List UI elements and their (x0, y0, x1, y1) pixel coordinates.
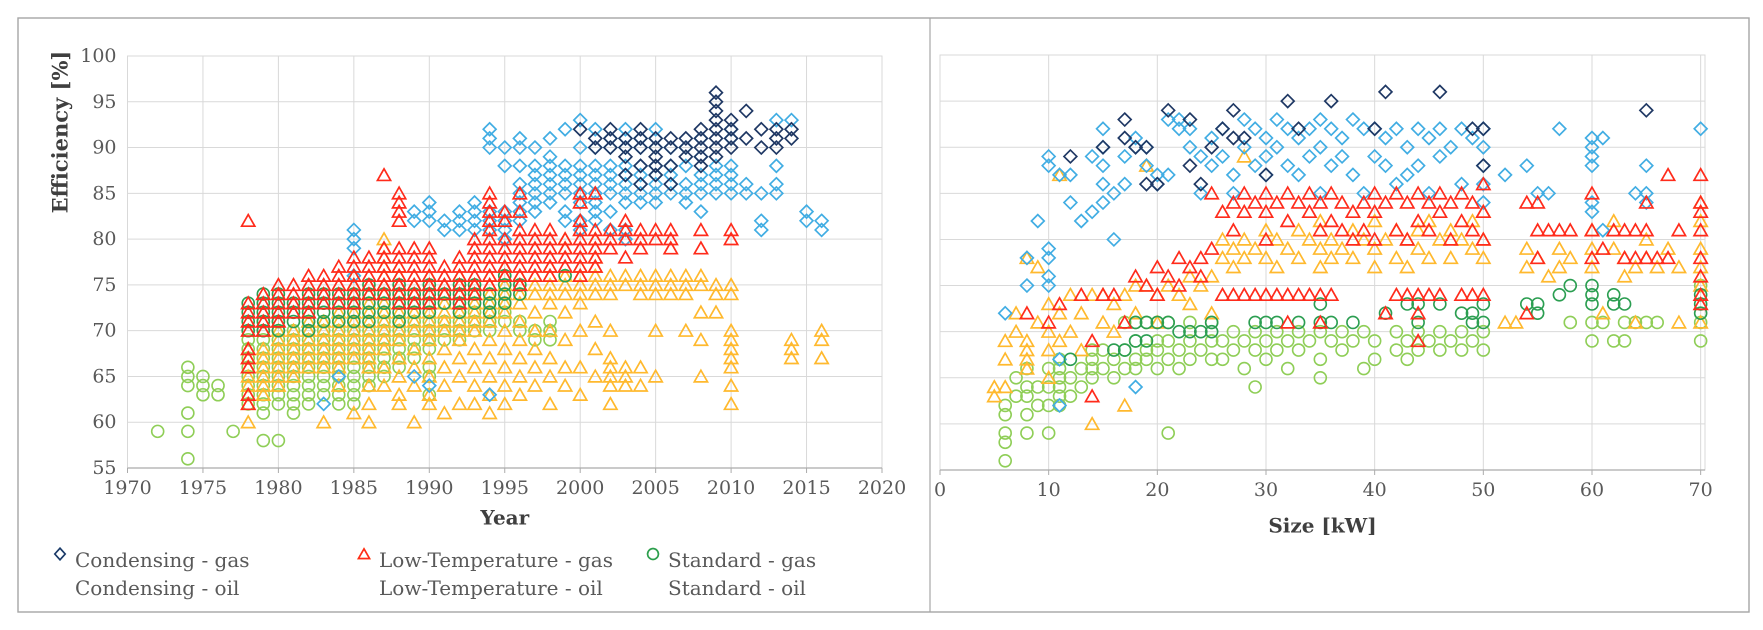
figure-frame (17, 17, 1750, 613)
legend-column-condensing: Condensing - gas Condensing - oil (52, 546, 250, 602)
x-tick-label: 1990 (405, 477, 453, 499)
x-tick-label: 30 (1254, 479, 1278, 501)
series-low-temperature-oil (1018, 166, 1709, 403)
series-condensing-oil (572, 85, 800, 192)
legend-label: Low-Temperature - gas (379, 548, 613, 572)
legend-column-low-temperature: Low-Temperature - gas Low-Temperature - … (356, 546, 613, 602)
x-tick-label: 2010 (707, 477, 755, 499)
legend-label: Condensing - gas (75, 548, 250, 572)
legend-item-low-temperature-gas[interactable]: Low-Temperature - gas (356, 546, 613, 574)
x-tick-label: 1980 (254, 477, 302, 499)
panel-efficiency-vs-year: 1970 1975 1980 1985 1990 1995 2000 2005 2010 2015… (48, 45, 907, 530)
x-tick-label: 2000 (556, 477, 604, 499)
y-tick-label: 95 (92, 91, 116, 113)
x-tick-label: 60 (1580, 479, 1604, 501)
legend-label: Low-Temperature - oil (379, 576, 603, 600)
y-tick-label: 80 (92, 228, 116, 250)
series-low-temperature-oil (240, 167, 740, 411)
x-tick-label: 10 (1037, 479, 1061, 501)
x-tick-label: 1975 (179, 477, 227, 499)
series-low-temperature-gas (986, 148, 1709, 431)
x-tick-label: 2005 (631, 477, 679, 499)
diamond-icon (52, 547, 68, 596)
y-tick-label: 55 (92, 457, 116, 479)
legend-item-low-temperature-oil[interactable]: Low-Temperature - oil (356, 547, 613, 602)
circle-icon (645, 547, 661, 596)
y-tick-label: 75 (92, 274, 116, 296)
y-tick-label: 65 (92, 365, 116, 387)
y-tick-label: 70 (92, 320, 116, 342)
x-tick-label: 2015 (782, 477, 830, 499)
legend-label: Condensing - oil (75, 576, 240, 600)
legend-item-standard-oil[interactable]: Standard - oil (645, 547, 816, 602)
legend: Condensing - gas Condensing - oil Low-Te… (0, 546, 930, 608)
x-tick-label: 40 (1363, 479, 1387, 501)
x-tick-label: 2020 (858, 477, 906, 499)
x-tick-label: 20 (1145, 479, 1169, 501)
x-tick-label: 1985 (330, 477, 378, 499)
series-condensing-oil (1062, 84, 1654, 192)
x-tick-label: 0 (934, 479, 946, 501)
legend-label: Standard - gas (668, 548, 817, 572)
x-tick-label: 1970 (103, 477, 151, 499)
legend-item-standard-gas[interactable]: Standard - gas (645, 546, 816, 574)
x-tick-label: 1995 (481, 477, 529, 499)
series-standard-gas (998, 278, 1708, 468)
y-tick-label: 60 (92, 411, 116, 433)
panel-efficiency-vs-size: 0 10 20 30 40 50 60 70 Size [kW] (934, 54, 1713, 538)
legend-item-condensing-oil[interactable]: Condensing - oil (52, 547, 250, 602)
y-tick-label: 100 (80, 45, 116, 67)
triangle-icon (356, 547, 372, 596)
x-axis-title: Size [kW] (1268, 514, 1376, 538)
y-tick-label: 90 (92, 137, 116, 159)
x-axis-title: Year (479, 506, 529, 530)
legend-label: Standard - oil (668, 576, 806, 600)
x-tick-label: 70 (1689, 479, 1713, 501)
legend-item-condensing-gas[interactable]: Condensing - gas (52, 546, 250, 574)
x-tick-label: 50 (1471, 479, 1495, 501)
y-axis-title: Efficiency [%] (48, 51, 73, 214)
y-tick-label: 85 (92, 182, 116, 204)
legend-column-standard: Standard - gas Standard - oil (645, 546, 816, 602)
